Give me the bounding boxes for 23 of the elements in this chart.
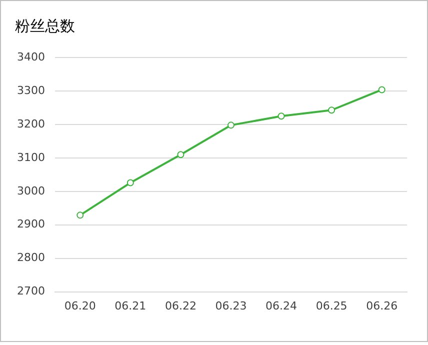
- x-tick-label: 06.25: [316, 299, 348, 312]
- point: [278, 112, 285, 120]
- y-tick-label: 3000: [16, 184, 45, 198]
- point: [76, 212, 84, 219]
- y-tick-label: 3100: [16, 150, 45, 164]
- point: [177, 151, 184, 158]
- x-tick-label: 06.21: [114, 299, 146, 312]
- x-tick-label: 06.24: [266, 299, 298, 312]
- y-tick-label: 3300: [16, 84, 45, 97]
- point: [378, 86, 386, 94]
- y-tick-label: 2800: [16, 251, 45, 264]
- x-tick-label: 06.20: [64, 299, 96, 312]
- y-tick-label: 3200: [16, 117, 45, 130]
- point: [328, 106, 336, 114]
- point: [126, 179, 134, 186]
- x-tick-label: 06.23: [215, 299, 247, 312]
- y-tick-label: 2700: [16, 284, 45, 298]
- y-tick-label: 3400: [16, 50, 45, 64]
- chart-title: 粉丝总数: [15, 17, 75, 36]
- x-tick-label: 06.22: [164, 299, 196, 312]
- point: [227, 122, 234, 129]
- x-tick-label: 06.26: [366, 299, 398, 312]
- y-tick-label: 2900: [16, 218, 45, 231]
